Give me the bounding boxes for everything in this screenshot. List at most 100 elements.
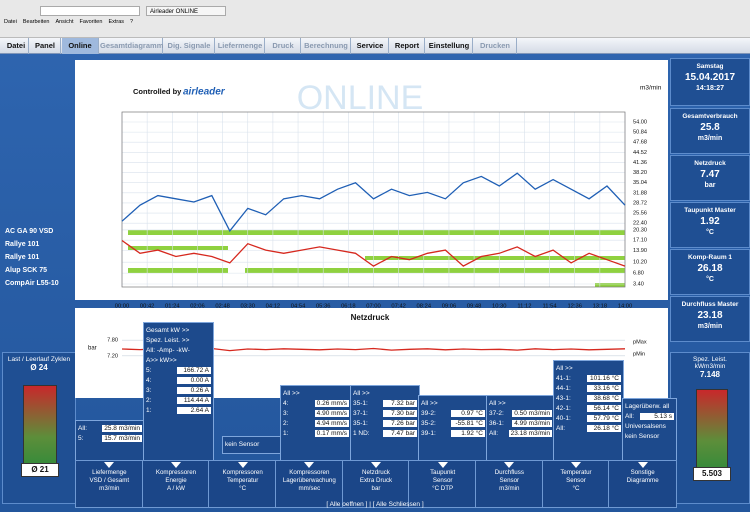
panel-value: 1.92 xyxy=(700,216,720,227)
y-axis-label: m3/min xyxy=(640,85,662,92)
y-tick-label: 25.56 xyxy=(633,211,647,217)
toolbar-item[interactable]: Extras xyxy=(108,19,125,25)
y-tick-label: 44.52 xyxy=(633,150,647,156)
data-line xyxy=(121,172,626,233)
menu-item[interactable]: Liefermenge xyxy=(216,38,265,54)
menu-button[interactable]: Kompressoren Temperatur °C xyxy=(208,460,277,508)
y-tick-label: 54.00 xyxy=(633,119,647,125)
button-label: °C DTP xyxy=(432,485,454,492)
menu-button[interactable]: Kompressoren Lagerüberwachung mm/sec xyxy=(275,460,344,508)
menu-item[interactable]: Drucken xyxy=(474,38,517,54)
footer-links[interactable]: [ Alle oeffnen ] | [ Alle Schliessen ] xyxy=(326,501,424,508)
x-tick-label: 04:54 xyxy=(291,304,306,310)
button-label: Kompressoren xyxy=(155,469,197,476)
x-tick-label: 04:12 xyxy=(266,304,281,310)
button-label: m3/min xyxy=(99,485,120,492)
x-tick-label: 03:30 xyxy=(240,304,255,310)
menu-item[interactable]: Gesamtdiagramm xyxy=(100,38,163,54)
toolbar-item[interactable]: Datei xyxy=(4,19,17,25)
menu-button[interactable]: Temperatur Sensor °C xyxy=(541,460,611,508)
menu-button[interactable]: Netzdruck Extra Druck bar xyxy=(341,460,411,508)
button-arrow xyxy=(104,462,115,468)
menu-item[interactable]: Einstellung xyxy=(426,38,473,54)
toolbar-item[interactable]: ? xyxy=(130,19,134,25)
menu-item[interactable]: Panel xyxy=(30,38,61,54)
menu-button[interactable]: Durchfluss Sensor m3/min xyxy=(475,460,544,508)
y-tick-label: 38.20 xyxy=(633,170,647,176)
plot-frame xyxy=(121,111,626,288)
menu-item[interactable]: Dig. Signale xyxy=(164,38,215,54)
y-tick-label: 41.36 xyxy=(633,160,647,166)
compressor-name: CompAir L55-10 xyxy=(5,280,59,287)
button-label: Diagramme xyxy=(626,477,659,484)
status-panel: Durchfluss Master 23.18 m3/min xyxy=(670,296,750,342)
menu-item[interactable]: Datei xyxy=(4,38,29,54)
x-tick-label: 09:48 xyxy=(467,304,482,310)
button-label: m3/min xyxy=(499,485,520,492)
y-tick-label: 10.20 xyxy=(633,260,647,266)
x-tick-label: 00:42 xyxy=(140,304,155,310)
button-label: A / kW xyxy=(167,485,185,492)
toolbar-item[interactable]: Favoriten xyxy=(79,19,103,25)
panel-title: Taupunkt Master xyxy=(684,207,736,214)
button-label: Sensor xyxy=(566,477,586,484)
address-bar[interactable] xyxy=(40,6,140,16)
button-label: Netzdruck xyxy=(362,469,390,476)
button-label: Kompressoren xyxy=(289,469,330,476)
state-bar xyxy=(128,268,228,273)
browser-toolbar: Datei Bearbeiten Ansicht Favoriten Extras? xyxy=(4,19,204,27)
status-panel: Netzdruck 7.47 bar xyxy=(670,155,750,201)
x-tick-label: 01:24 xyxy=(165,304,180,310)
x-tick-label: 13:18 xyxy=(593,304,608,310)
data-line xyxy=(121,239,626,267)
button-label: °C xyxy=(572,485,580,492)
x-tick-label: 07:00 xyxy=(366,304,381,310)
gauge-value: 7.148 xyxy=(699,370,721,379)
menu-item[interactable]: Druck xyxy=(266,38,301,54)
button-label: Durchfluss xyxy=(494,469,524,476)
state-bar xyxy=(128,246,228,250)
button-label: bar xyxy=(371,485,381,492)
y-tick-label: 7.80 xyxy=(107,338,118,344)
browser-tab[interactable]: Airleader ONLINE xyxy=(146,6,226,16)
y-tick-label: 7.20 xyxy=(107,353,118,359)
panel-value: 15.04.2017 xyxy=(684,72,736,83)
menu-item[interactable]: Report xyxy=(390,38,425,54)
button-label: Temperatur xyxy=(227,477,259,484)
menu-button[interactable]: Taupunkt Sensor °C DTP xyxy=(408,460,477,508)
left-panel: AC GA 90 VSD Rallye 101 Rallye 101 Alup SCK… xyxy=(0,54,76,504)
y-tick-label: 20.30 xyxy=(633,227,647,233)
panel-title: Durchfluss Master xyxy=(681,301,739,308)
toolbar-item[interactable]: Ansicht xyxy=(55,19,74,25)
menu-button[interactable]: Kompressoren Energie A / kW xyxy=(141,460,211,508)
gauge-title: Last / Leerlauf Zyklen xyxy=(7,356,71,363)
x-tick-label: 11:12 xyxy=(517,304,531,310)
gauge-top: Ø 24 xyxy=(30,363,48,372)
gauge-bottom: Ø 21 xyxy=(21,463,59,477)
panel-value: bar xyxy=(704,182,716,189)
y-tick-label: 47.68 xyxy=(633,140,647,146)
status-panel: Taupunkt Master 1.92 °C xyxy=(670,202,750,248)
button-label: Extra Druck xyxy=(359,477,393,484)
brand-logo: airleader xyxy=(183,87,226,98)
x-tick-label: 12:36 xyxy=(567,304,582,310)
menu-item[interactable]: Service xyxy=(352,38,389,54)
gauge-reading: 5.503 xyxy=(693,467,731,481)
menu-button[interactable]: Sonstige Diagramme xyxy=(608,460,677,508)
x-tick-label: 06:18 xyxy=(341,304,356,310)
button-label: Taupunkt xyxy=(430,469,456,476)
button-label: Sensor xyxy=(499,477,520,484)
y-tick-label: 28.72 xyxy=(633,200,647,206)
menu-item[interactable]: Online xyxy=(62,38,99,54)
toolbar-item[interactable]: Bearbeiten xyxy=(22,19,50,25)
legend-entry: pMax xyxy=(633,339,647,345)
x-tick-label: 00:00 xyxy=(115,304,130,310)
panel-title: Samstag xyxy=(696,63,724,70)
browser-chrome: Airleader ONLINE Datei Bearbeiten Ansicht F… xyxy=(0,0,750,38)
button-arrow xyxy=(570,462,581,468)
button-label: Liefermenge xyxy=(92,469,127,476)
menu-item[interactable]: Berechnung xyxy=(302,38,351,54)
button-arrow xyxy=(370,462,381,468)
x-tick-label: 02:06 xyxy=(190,304,205,310)
